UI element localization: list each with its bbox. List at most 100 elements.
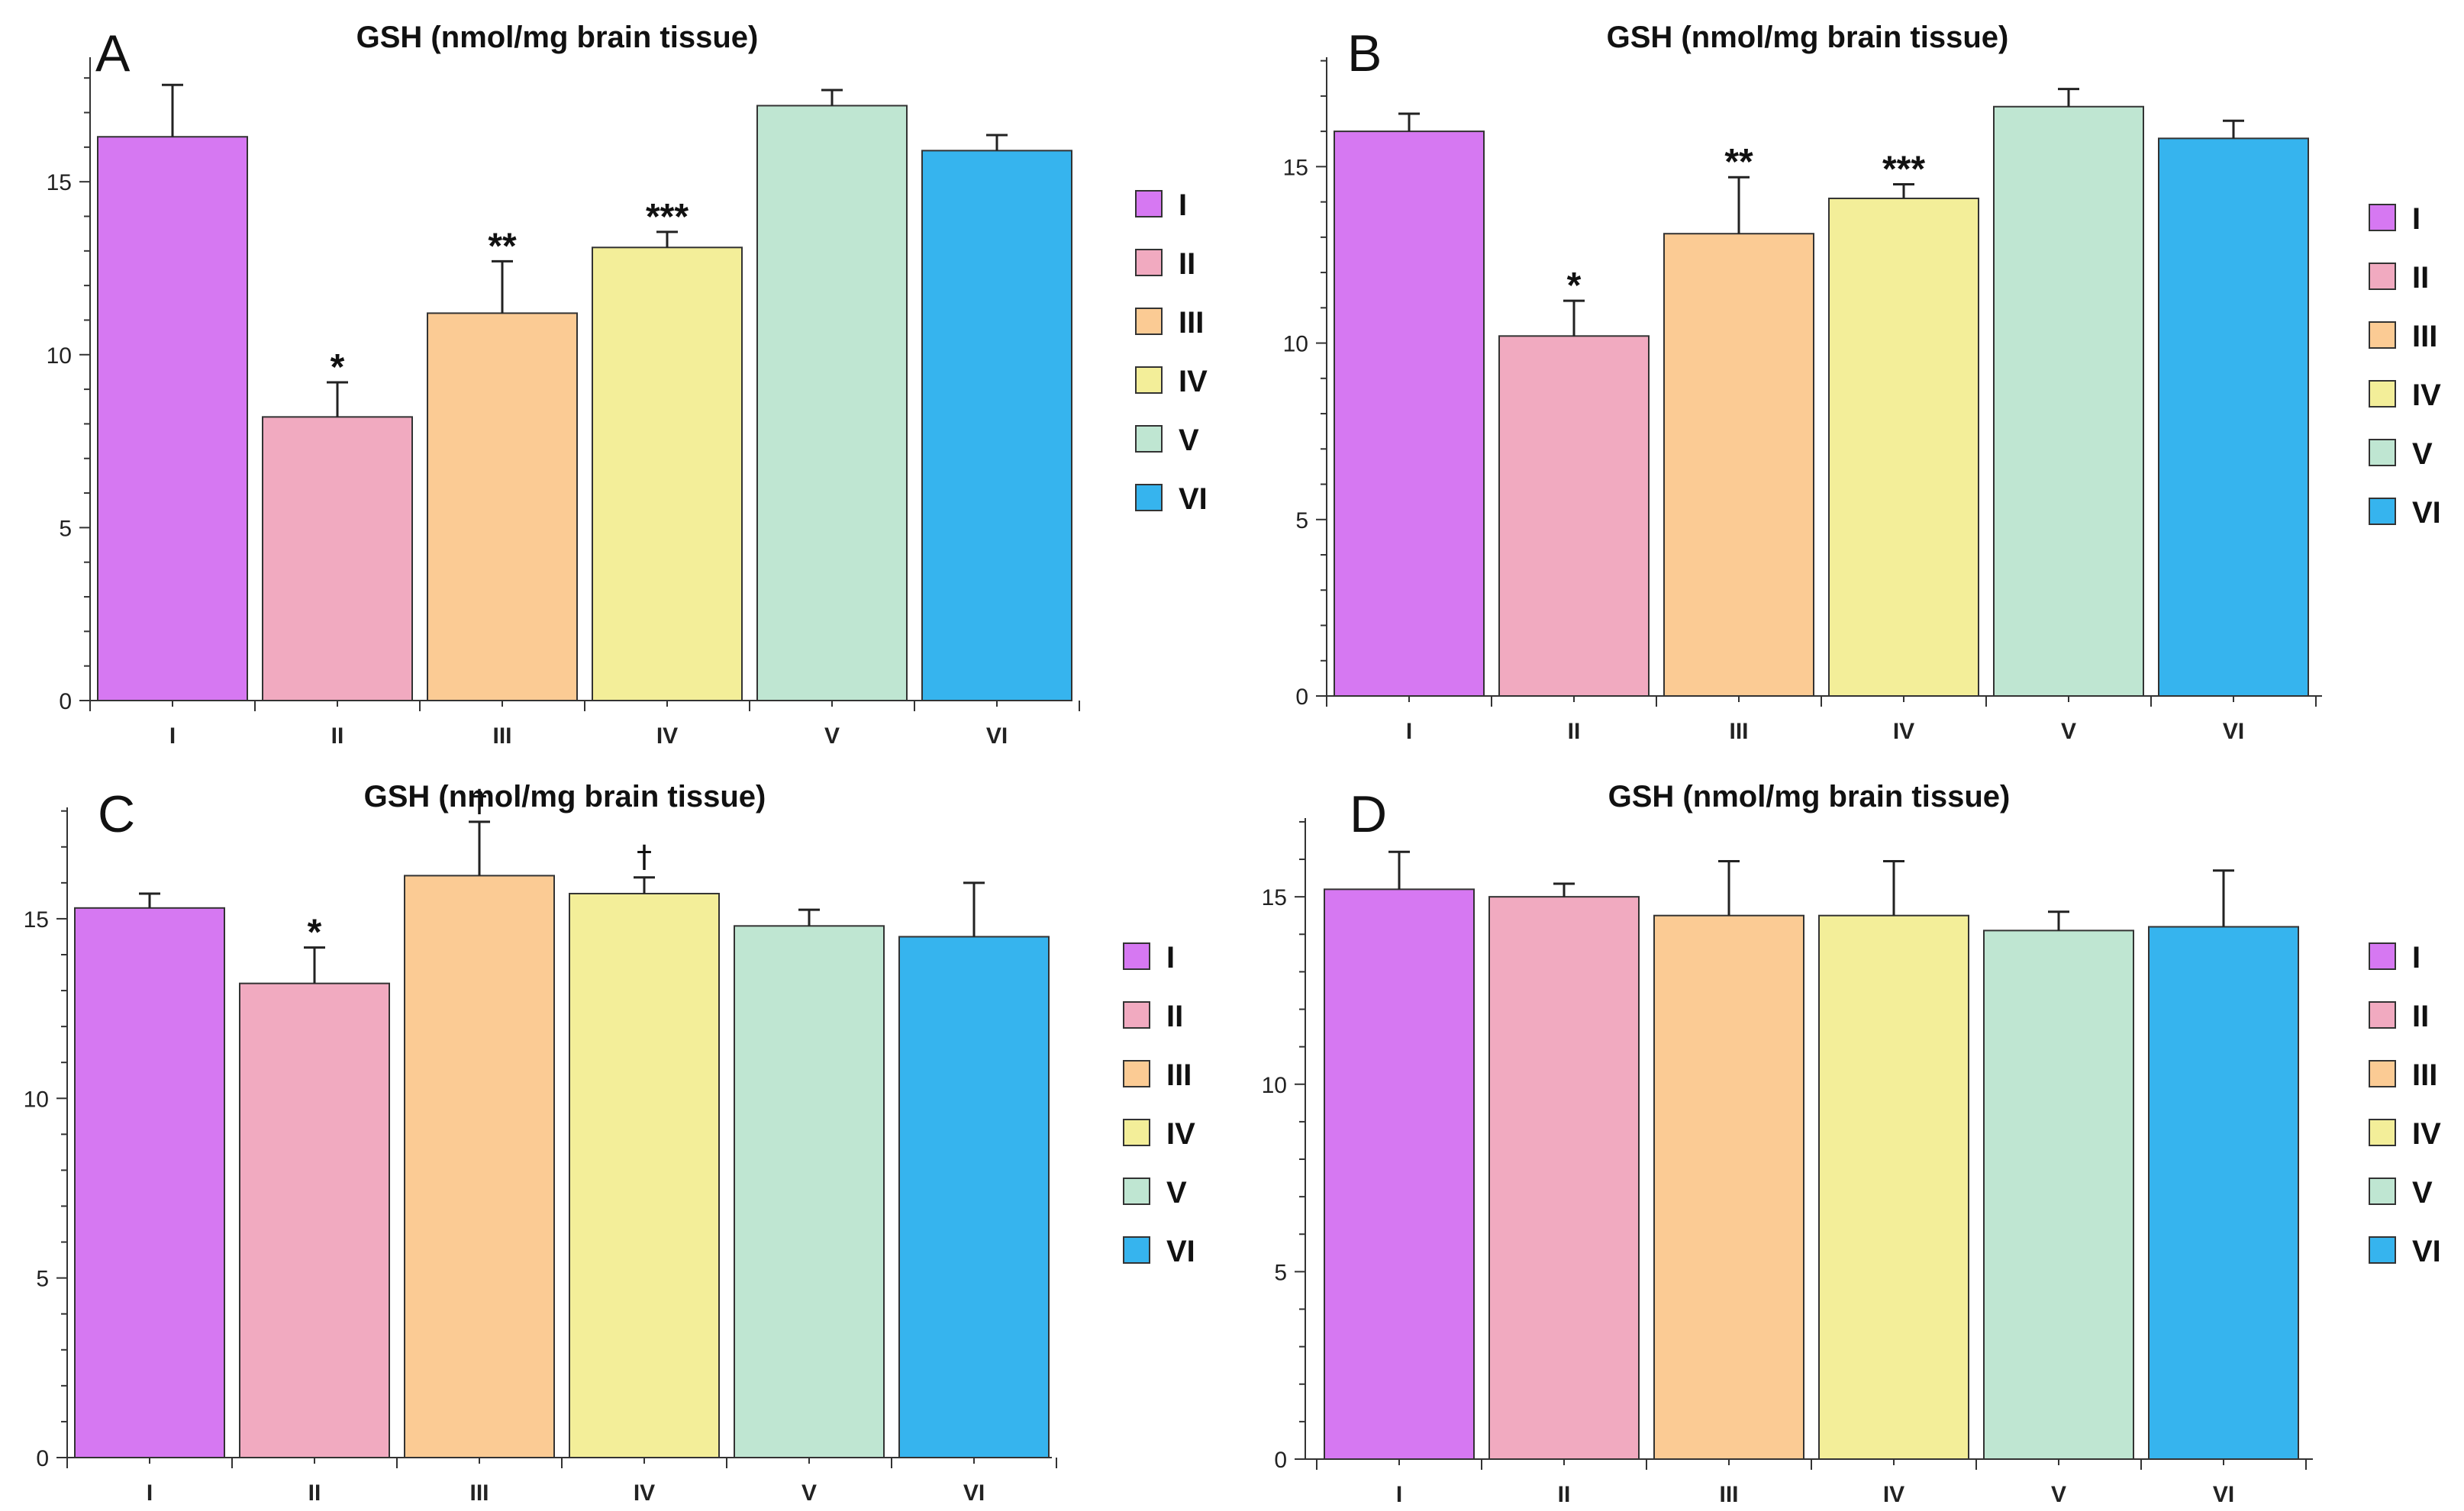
legend-swatch-iii: [1123, 1060, 1150, 1087]
panel-letter: C: [98, 785, 135, 843]
legend-label-v: V: [2412, 1176, 2433, 1210]
legend-swatch-vi: [2369, 1236, 2396, 1264]
significance-annotation: ***: [646, 197, 689, 237]
bar-ii: [262, 416, 413, 702]
x-tick-label: III: [469, 1480, 489, 1506]
legend-label-vi: VI: [2412, 496, 2441, 530]
legend-swatch-vi: [1123, 1236, 1150, 1264]
significance-annotation: ***: [1882, 149, 1925, 189]
y-tick-label: 10: [1262, 1073, 1287, 1098]
legend-swatch-iv: [1135, 366, 1163, 394]
significance-annotation: **: [1724, 142, 1753, 182]
legend-swatch-vi: [1135, 484, 1163, 511]
legend-label-v: V: [2412, 437, 2433, 471]
bar-iv: [1828, 197, 1979, 698]
x-tick-label: IV: [1883, 1482, 1904, 1507]
legend-label-v: V: [1166, 1176, 1187, 1210]
legend-label-iii: III: [1166, 1058, 1192, 1092]
legend-swatch-i: [2369, 204, 2396, 231]
legend-swatch-v: [2369, 439, 2396, 466]
bar-vi: [2158, 137, 2309, 697]
bar-i: [1324, 888, 1475, 1461]
y-tick-label: 10: [1283, 332, 1308, 357]
legend-swatch-v: [2369, 1178, 2396, 1205]
legend-swatch-ii: [1135, 249, 1163, 276]
legend-label-i: I: [2412, 941, 2420, 975]
legend-swatch-vi: [2369, 498, 2396, 525]
significance-annotation: †: [472, 784, 487, 819]
x-tick-label: II: [1558, 1482, 1571, 1507]
x-tick-label: II: [331, 723, 344, 749]
legend-label-iii: III: [2412, 320, 2437, 353]
significance-annotation: *: [308, 913, 322, 953]
x-tick-label: II: [1568, 719, 1581, 744]
y-tick-label: 5: [59, 516, 72, 541]
legend-label-ii: II: [1166, 1000, 1183, 1033]
legend-swatch-iii: [1135, 308, 1163, 335]
legend-label-iv: IV: [1179, 365, 1208, 398]
x-tick-label: II: [308, 1480, 321, 1506]
significance-annotation: †: [637, 839, 652, 875]
x-tick-label: VI: [963, 1480, 985, 1506]
legend-swatch-i: [2369, 942, 2396, 970]
legend-label-ii: II: [2412, 261, 2429, 295]
legend-label-vi: VI: [2412, 1235, 2441, 1268]
x-tick-label: I: [169, 723, 176, 749]
x-tick-label: IV: [656, 723, 678, 749]
x-tick-label: III: [492, 723, 511, 749]
significance-annotation: *: [331, 347, 345, 388]
legend-label-iv: IV: [2412, 1117, 2441, 1151]
bar-ii: [1498, 335, 1650, 697]
legend-swatch-iii: [2369, 1060, 2396, 1087]
y-tick-label: 5: [36, 1267, 49, 1292]
x-tick-label: I: [1406, 719, 1412, 744]
x-tick-label: VI: [2213, 1482, 2234, 1507]
panel-letter: D: [1350, 785, 1387, 843]
bar-i: [74, 907, 225, 1459]
bar-ii: [239, 982, 390, 1459]
legend-swatch-ii: [2369, 1001, 2396, 1029]
bar-iii: [1663, 233, 1814, 698]
bar-v: [734, 925, 885, 1458]
legend-label-vi: VI: [1166, 1235, 1195, 1268]
y-tick-label: 10: [47, 343, 72, 369]
x-tick-label: III: [1719, 1482, 1738, 1507]
legend-swatch-ii: [1123, 1001, 1150, 1029]
y-tick-label: 10: [24, 1087, 49, 1112]
legend-swatch-iv: [1123, 1119, 1150, 1146]
y-tick-label: 15: [47, 170, 72, 195]
legend-swatch-ii: [2369, 263, 2396, 290]
x-tick-label: VI: [2223, 719, 2244, 744]
x-tick-label: V: [2061, 719, 2076, 744]
bar-vi: [898, 936, 1050, 1459]
x-tick-label: V: [2051, 1482, 2066, 1507]
bar-v: [756, 105, 908, 702]
x-tick-label: I: [147, 1480, 153, 1506]
bar-i: [97, 136, 248, 701]
y-tick-label: 15: [1262, 885, 1287, 910]
x-tick-label: III: [1729, 719, 1748, 744]
y-tick-label: 5: [1274, 1260, 1287, 1285]
legend-swatch-v: [1135, 425, 1163, 453]
bar-iii: [1653, 914, 1804, 1460]
legend-swatch-v: [1123, 1178, 1150, 1205]
bar-iii: [427, 312, 578, 701]
y-tick-label: 0: [59, 689, 72, 714]
legend-swatch-i: [1123, 942, 1150, 970]
legend-swatch-iv: [2369, 1119, 2396, 1146]
x-tick-label: IV: [634, 1480, 655, 1506]
chart-title: GSH (nmol/mg brain tissue): [356, 21, 759, 54]
y-tick-label: 0: [1274, 1448, 1287, 1473]
x-tick-label: VI: [986, 723, 1008, 749]
significance-annotation: **: [488, 226, 517, 266]
legend-label-iv: IV: [2412, 379, 2441, 412]
bar-v: [1983, 929, 2134, 1460]
